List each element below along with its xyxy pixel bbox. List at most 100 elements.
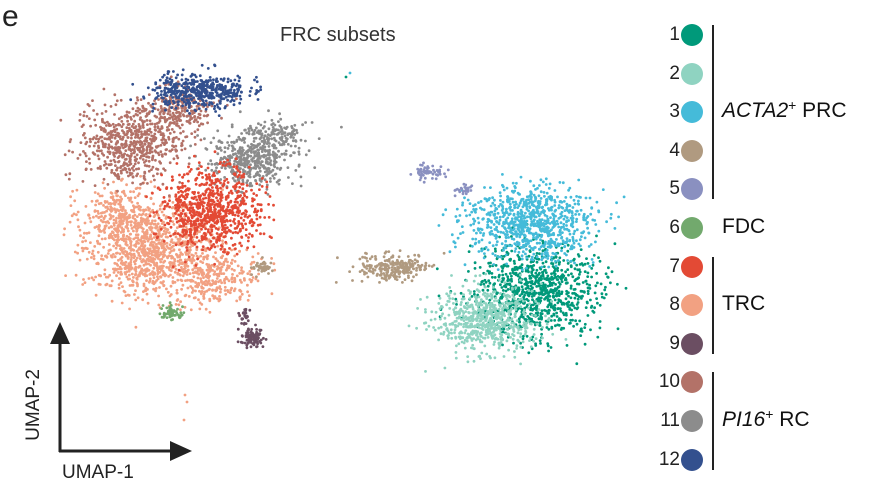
point-cluster-8 bbox=[73, 250, 77, 254]
point-cluster-8 bbox=[131, 283, 135, 287]
point-cluster-8 bbox=[169, 263, 172, 267]
point-cluster-9 bbox=[246, 319, 250, 323]
point-cluster-11 bbox=[283, 126, 286, 130]
point-cluster-8 bbox=[177, 303, 181, 307]
point-cluster-7 bbox=[223, 219, 226, 223]
point-cluster-12 bbox=[259, 85, 262, 89]
point-cluster-8 bbox=[134, 265, 138, 269]
point-cluster-8 bbox=[81, 240, 84, 244]
point-cluster-11 bbox=[250, 128, 254, 132]
point-cluster-7 bbox=[245, 195, 249, 199]
point-cluster-7 bbox=[208, 192, 212, 195]
point-cluster-8 bbox=[136, 284, 139, 288]
point-cluster-8 bbox=[181, 283, 185, 287]
point-cluster-8 bbox=[117, 286, 121, 290]
point-cluster-8 bbox=[140, 260, 144, 264]
point-cluster-12 bbox=[170, 89, 174, 93]
point-cluster-8 bbox=[125, 183, 128, 187]
point-cluster-8 bbox=[184, 251, 188, 254]
point-cluster-10 bbox=[165, 128, 169, 132]
point-cluster-7 bbox=[185, 172, 189, 176]
point-cluster-8 bbox=[192, 275, 196, 279]
point-cluster-8 bbox=[199, 260, 203, 263]
point-cluster-8 bbox=[188, 272, 192, 275]
point-cluster-7 bbox=[211, 186, 214, 189]
point-cluster-10 bbox=[141, 110, 144, 113]
point-cluster-8 bbox=[247, 294, 251, 297]
point-cluster-4 bbox=[249, 266, 253, 269]
point-cluster-11 bbox=[257, 151, 260, 155]
point-cluster-7 bbox=[192, 192, 196, 196]
point-cluster-7 bbox=[201, 205, 205, 208]
point-cluster-11 bbox=[218, 146, 222, 150]
point-cluster-7 bbox=[169, 219, 172, 223]
point-cluster-8 bbox=[140, 271, 144, 275]
point-cluster-8 bbox=[117, 202, 121, 206]
point-cluster-8 bbox=[195, 271, 199, 275]
point-cluster-11 bbox=[247, 160, 251, 164]
point-cluster-1 bbox=[483, 278, 487, 282]
point-cluster-7 bbox=[255, 213, 259, 217]
point-cluster-8 bbox=[104, 224, 108, 228]
point-cluster-10 bbox=[143, 142, 147, 146]
point-cluster-6 bbox=[170, 318, 173, 322]
point-cluster-10 bbox=[142, 147, 145, 151]
point-cluster-8 bbox=[194, 251, 198, 255]
point-cluster-7 bbox=[220, 196, 224, 199]
point-cluster-8 bbox=[202, 281, 206, 285]
point-cluster-11 bbox=[271, 153, 274, 157]
point-cluster-10 bbox=[93, 118, 97, 122]
point-cluster-1 bbox=[487, 271, 491, 275]
point-cluster-8 bbox=[63, 227, 66, 231]
point-cluster-8 bbox=[109, 254, 113, 257]
point-cluster-8 bbox=[164, 273, 168, 277]
point-cluster-8 bbox=[83, 221, 87, 225]
point-cluster-11 bbox=[220, 166, 224, 170]
point-cluster-7 bbox=[255, 229, 258, 232]
point-cluster-7 bbox=[238, 241, 242, 245]
point-cluster-10 bbox=[114, 103, 118, 107]
point-cluster-8 bbox=[117, 283, 121, 286]
point-cluster-8 bbox=[135, 240, 139, 244]
point-cluster-10 bbox=[138, 156, 142, 160]
point-cluster-12 bbox=[229, 100, 233, 103]
point-cluster-7 bbox=[217, 204, 221, 208]
point-cluster-7 bbox=[225, 214, 228, 218]
point-cluster-7 bbox=[242, 172, 246, 176]
point-cluster-8 bbox=[133, 217, 137, 221]
point-cluster-8 bbox=[256, 279, 260, 283]
point-cluster-9 bbox=[249, 333, 253, 337]
point-cluster-8 bbox=[75, 188, 79, 192]
point-cluster-1 bbox=[540, 309, 544, 312]
point-cluster-7 bbox=[236, 200, 239, 204]
point-cluster-10 bbox=[137, 167, 141, 171]
point-cluster-11 bbox=[283, 158, 286, 162]
point-cluster-8 bbox=[213, 265, 216, 268]
point-cluster-11 bbox=[240, 151, 244, 155]
point-cluster-8 bbox=[226, 290, 230, 294]
point-cluster-7 bbox=[182, 195, 185, 199]
point-cluster-7 bbox=[188, 233, 191, 237]
point-cluster-1 bbox=[593, 306, 596, 310]
point-cluster-1 bbox=[482, 282, 486, 286]
point-cluster-9 bbox=[240, 322, 244, 325]
point-cluster-8 bbox=[98, 194, 102, 198]
point-cluster-11 bbox=[278, 112, 281, 116]
point-cluster-1 bbox=[572, 288, 576, 291]
point-cluster-7 bbox=[213, 262, 217, 266]
point-cluster-8 bbox=[168, 265, 171, 269]
point-cluster-8 bbox=[200, 279, 203, 283]
point-cluster-10 bbox=[143, 107, 146, 111]
point-cluster-7 bbox=[177, 213, 181, 217]
point-cluster-8 bbox=[190, 278, 194, 282]
point-cluster-8 bbox=[147, 208, 151, 212]
point-cluster-10 bbox=[92, 144, 96, 148]
point-cluster-7 bbox=[228, 162, 231, 165]
point-cluster-8 bbox=[185, 264, 188, 268]
point-cluster-7 bbox=[172, 232, 176, 236]
point-cluster-8 bbox=[114, 235, 117, 239]
point-cluster-8 bbox=[123, 212, 127, 216]
point-cluster-8 bbox=[173, 258, 177, 261]
point-cluster-10 bbox=[87, 117, 91, 120]
point-cluster-8 bbox=[235, 299, 239, 303]
